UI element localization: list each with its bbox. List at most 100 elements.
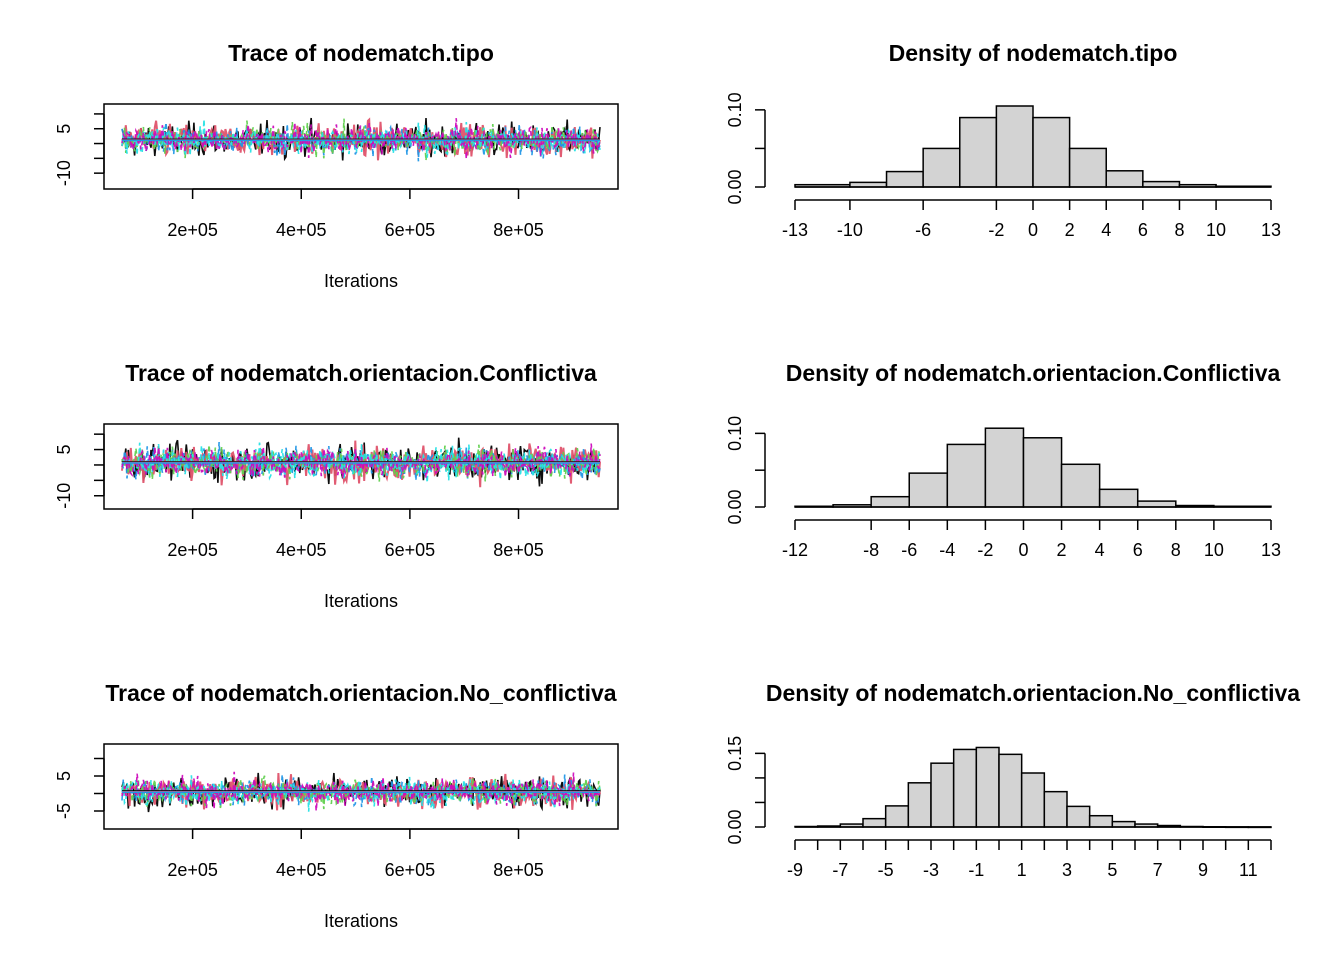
x-tick-label: 8e+05	[493, 860, 544, 880]
y-tick-label: 0.10	[725, 92, 745, 127]
x-tick-label: 8	[1174, 220, 1184, 240]
histogram-bar	[946, 443, 987, 508]
histogram-bar	[1111, 820, 1136, 828]
histogram-bar	[1136, 500, 1177, 508]
x-tick-label: 0	[1028, 220, 1038, 240]
histogram-bar	[922, 147, 961, 188]
histogram-bar	[885, 170, 924, 188]
x-tick-label: 6e+05	[385, 540, 436, 560]
density-panel-5: Density of nodematch.orientacion.No_conf…	[725, 680, 1300, 880]
y-tick-label: 0.00	[725, 169, 745, 204]
x-tick-label: 4e+05	[276, 540, 327, 560]
x-tick-label: -6	[915, 220, 931, 240]
x-tick-label: 2e+05	[167, 860, 218, 880]
x-tick-label: -13	[782, 220, 808, 240]
x-axis-label: Iterations	[324, 591, 398, 611]
histogram-bar	[1098, 488, 1139, 508]
x-tick-label: 2	[1057, 540, 1067, 560]
chart-title: Density of nodematch.orientacion.No_conf…	[766, 680, 1300, 706]
histogram-bar	[1105, 170, 1144, 188]
x-tick-label: 6e+05	[385, 220, 436, 240]
histogram-bar	[862, 817, 887, 828]
histogram-bar	[1066, 805, 1091, 828]
histogram-bar	[984, 427, 1025, 508]
x-tick-label: -2	[977, 540, 993, 560]
histogram-bar	[908, 472, 949, 508]
x-tick-label: 9	[1198, 860, 1208, 880]
x-tick-label: -3	[923, 860, 939, 880]
chart-title: Trace of nodematch.orientacion.No_confli…	[105, 680, 616, 706]
x-tick-label: -8	[863, 540, 879, 560]
x-tick-label: 2e+05	[167, 540, 218, 560]
histogram-bar	[995, 105, 1034, 188]
x-tick-label: 4e+05	[276, 860, 327, 880]
y-tick-label: 5	[54, 124, 74, 134]
x-tick-label: -1	[968, 860, 984, 880]
y-tick-label: 0.00	[725, 809, 745, 844]
x-tick-label: 13	[1261, 540, 1281, 560]
x-tick-label: -7	[832, 860, 848, 880]
chart-title: Density of nodematch.tipo	[889, 40, 1178, 66]
y-tick-label: -10	[54, 160, 74, 186]
trace-series-line	[121, 118, 601, 159]
trace-panel-2: Trace of nodematch.orientacion.Conflicti…	[54, 360, 619, 611]
histogram-bar	[1032, 116, 1071, 188]
x-tick-label: -12	[782, 540, 808, 560]
x-tick-label: -2	[988, 220, 1004, 240]
x-tick-label: 6	[1133, 540, 1143, 560]
x-tick-label: 11	[1239, 860, 1258, 880]
histogram-bar	[1043, 790, 1068, 828]
x-tick-label: -10	[837, 220, 863, 240]
x-tick-label: 4e+05	[276, 220, 327, 240]
histogram-bar	[884, 805, 910, 828]
x-tick-label: 8e+05	[493, 220, 544, 240]
trace-series-line	[121, 442, 601, 483]
x-tick-label: 4	[1101, 220, 1111, 240]
histogram-bar	[1142, 180, 1181, 188]
histogram-bar	[959, 116, 998, 188]
x-tick-label: 10	[1204, 540, 1224, 560]
x-tick-label: 13	[1261, 220, 1281, 240]
x-tick-label: 7	[1153, 860, 1163, 880]
y-tick-label: 5	[54, 445, 74, 455]
histogram-bar	[930, 762, 955, 828]
chart-title: Density of nodematch.orientacion.Conflic…	[786, 360, 1281, 386]
histogram-bar	[870, 495, 910, 508]
x-tick-label: -4	[939, 540, 955, 560]
trace-panel-4: Trace of nodematch.orientacion.No_confli…	[54, 680, 619, 931]
x-axis-label: Iterations	[324, 271, 398, 291]
chart-title: Trace of nodematch.tipo	[228, 40, 494, 66]
density-panel-3: Density of nodematch.orientacion.Conflic…	[725, 360, 1281, 560]
x-tick-label: 6	[1138, 220, 1148, 240]
y-tick-label: 0.15	[725, 736, 745, 771]
x-tick-label: 0	[1018, 540, 1028, 560]
x-tick-label: -6	[901, 540, 917, 560]
x-tick-label: 3	[1062, 860, 1072, 880]
histogram-bar	[1060, 463, 1101, 508]
y-tick-label: 0.00	[725, 489, 745, 524]
x-tick-label: 10	[1206, 220, 1226, 240]
trace-panel-0: Trace of nodematch.tipo -10 5 2e+05 4e+05 6e+…	[54, 40, 619, 291]
y-tick-label: 5	[54, 771, 74, 781]
histogram-bar	[1020, 772, 1046, 828]
x-axis-label: Iterations	[324, 911, 398, 931]
trace-series-line	[121, 771, 601, 811]
x-tick-label: 8e+05	[493, 540, 544, 560]
x-tick-label: 1	[1017, 860, 1027, 880]
x-tick-label: -5	[878, 860, 894, 880]
y-tick-label: 0.10	[725, 416, 745, 451]
x-tick-label: 5	[1107, 860, 1117, 880]
x-tick-label: -9	[787, 860, 803, 880]
y-tick-label: -5	[54, 803, 74, 819]
histogram-bar	[975, 746, 1000, 828]
chart-title: Trace of nodematch.orientacion.Conflicti…	[125, 360, 597, 386]
trace-series-line	[121, 444, 601, 482]
histogram-bar	[1088, 814, 1114, 828]
x-tick-label: 4	[1095, 540, 1105, 560]
histogram-bar	[907, 782, 932, 828]
y-tick-label: -10	[54, 483, 74, 509]
x-tick-label: 2	[1065, 220, 1075, 240]
histogram-bar	[952, 748, 978, 828]
trace-series-line	[121, 442, 601, 481]
